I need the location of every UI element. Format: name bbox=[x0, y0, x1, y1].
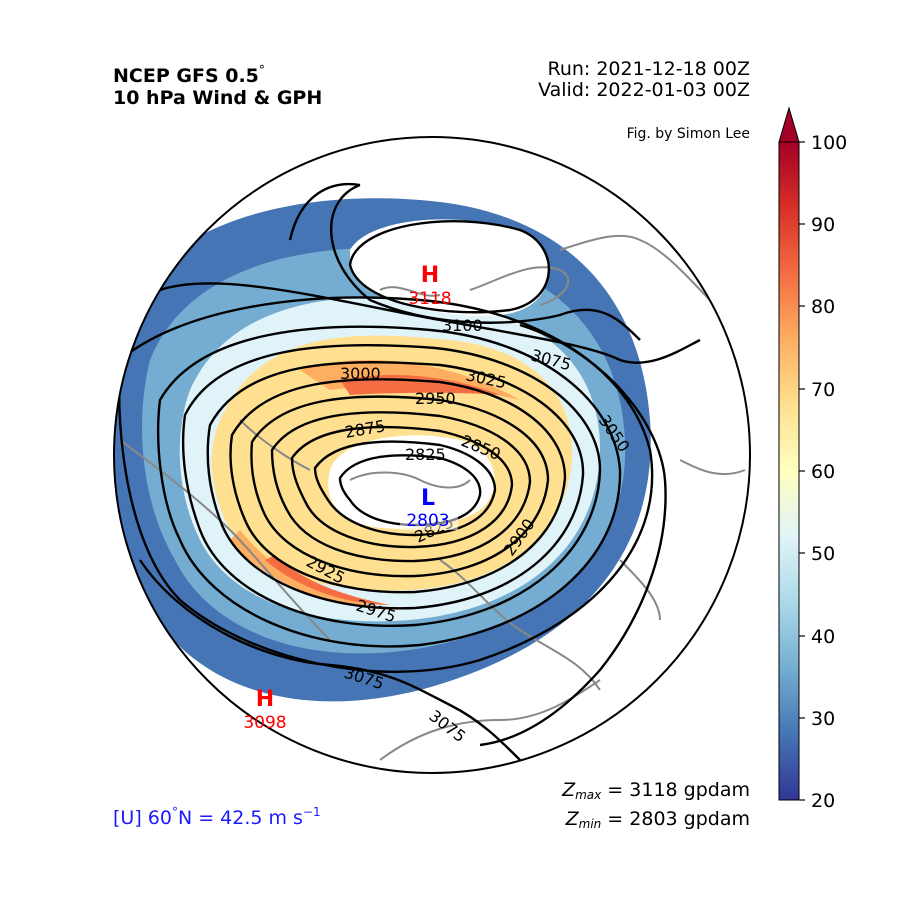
contour-high-inner bbox=[348, 220, 551, 314]
colorbar-tick-label: 100 bbox=[811, 132, 847, 154]
degree-mark: ° bbox=[258, 63, 265, 77]
contour-label: 3100 bbox=[442, 316, 483, 335]
colorbar-tick-label: 90 bbox=[811, 214, 835, 236]
colorbar-tick-label: 30 bbox=[811, 708, 835, 730]
coastlines bbox=[119, 234, 746, 761]
pressure-centers: H 3118 L 2803 H 3098 bbox=[243, 263, 458, 733]
low-center-value: 2803 bbox=[406, 511, 449, 531]
title-line2: 10 hPa Wind & GPH bbox=[113, 87, 323, 109]
zmax-line: Zmax = 3118 gpdam bbox=[562, 779, 750, 802]
colorbar-tick-label: 20 bbox=[811, 790, 835, 812]
high-center-value: 3098 bbox=[243, 713, 286, 733]
contour-label: 2825 bbox=[405, 445, 446, 464]
low-label-box bbox=[400, 510, 458, 530]
map-title: NCEP GFS 0.5° 10 hPa Wind & GPH bbox=[113, 59, 322, 109]
colorbar-ticks bbox=[799, 141, 805, 801]
gph-contours bbox=[117, 182, 701, 761]
colorbar-tick-label: 40 bbox=[811, 626, 835, 648]
contour-3050-east bbox=[479, 323, 667, 747]
high-center-letter: H bbox=[421, 263, 439, 288]
zmin-line: Zmin = 2803 gpdam bbox=[565, 808, 750, 831]
contour-3100 bbox=[288, 182, 641, 341]
contour-label: 2950 bbox=[415, 389, 456, 408]
colorbar-tick-label: 60 bbox=[811, 461, 835, 483]
figure-credit: Fig. by Simon Lee bbox=[626, 126, 750, 142]
map-boundary bbox=[113, 136, 751, 774]
contour-label: 3000 bbox=[340, 364, 381, 383]
high-center-value: 3118 bbox=[408, 289, 451, 309]
title-line1: NCEP GFS 0.5 bbox=[113, 65, 259, 87]
colorbar-tick-label: 70 bbox=[811, 379, 835, 401]
contour-3050 bbox=[117, 296, 654, 673]
colorbar-extend-arrow bbox=[778, 106, 800, 143]
run-valid-info: Run: 2021-12-18 00Z Valid: 2022-01-03 00… bbox=[538, 59, 750, 101]
colorbar-bar bbox=[778, 141, 800, 801]
z-stats: Zmax = 3118 gpdam Zmin = 2803 gpdam bbox=[562, 778, 750, 836]
colorbar-tick-label: 80 bbox=[811, 296, 835, 318]
low-center-letter: L bbox=[421, 486, 435, 511]
run-time: Run: 2021-12-18 00Z bbox=[547, 58, 750, 80]
contour-3075-south bbox=[139, 559, 521, 761]
zonal-wind-note: [U] 60°N = 42.5 m s−1 bbox=[113, 805, 321, 829]
contour-3075-north bbox=[159, 282, 701, 364]
valid-time: Valid: 2022-01-03 00Z bbox=[538, 79, 750, 101]
colorbar: 100 90 80 70 60 50 40 30 20 bbox=[778, 106, 847, 812]
colorbar-tick-label: 50 bbox=[811, 543, 835, 565]
high-center-letter: H bbox=[256, 687, 274, 712]
